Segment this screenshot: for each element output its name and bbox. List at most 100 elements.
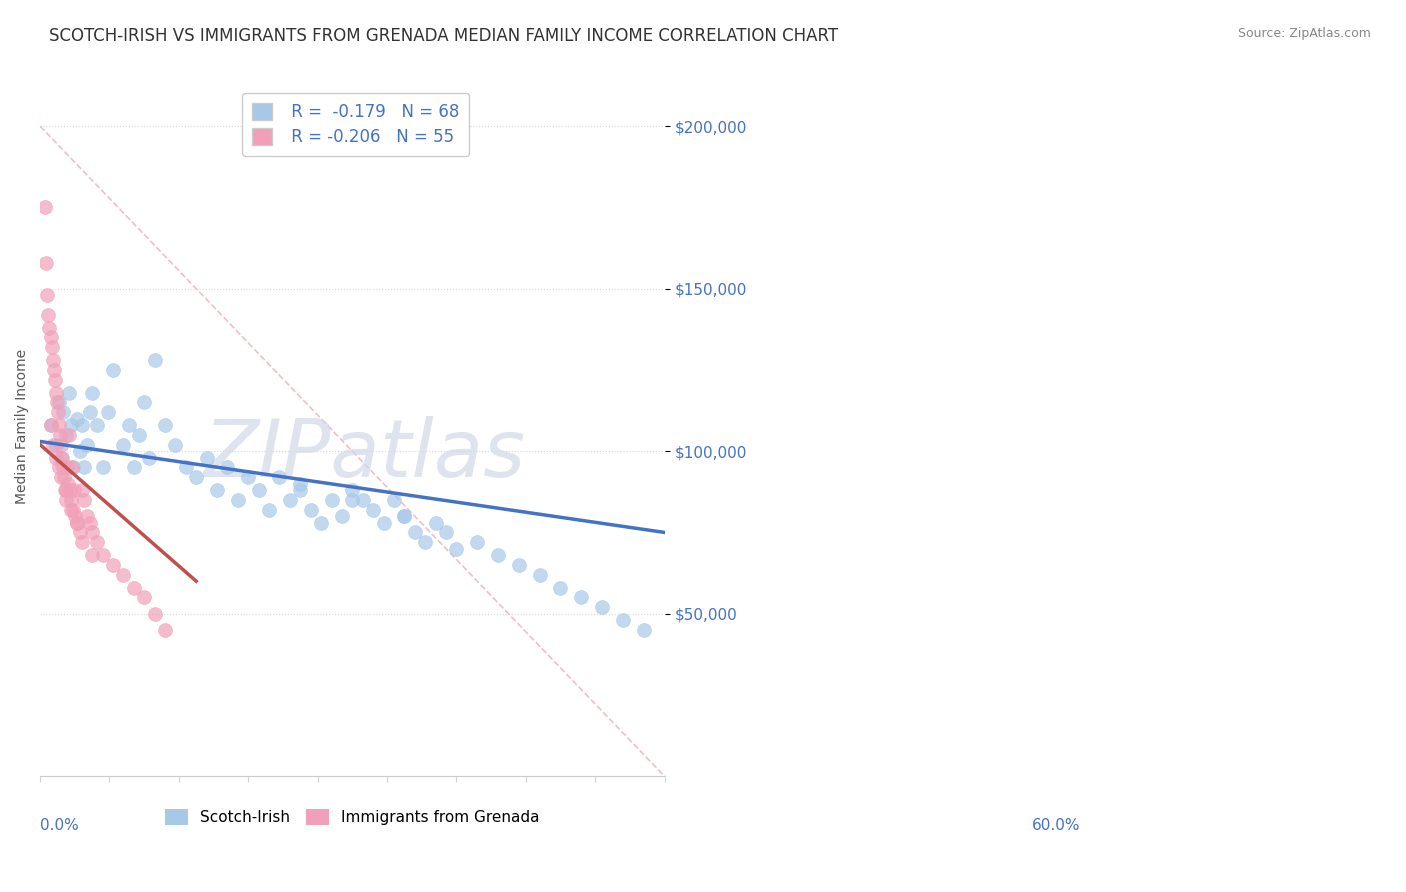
Point xyxy=(143,353,166,368)
Point xyxy=(39,330,62,344)
Point xyxy=(58,476,80,491)
Point xyxy=(58,428,80,442)
Point xyxy=(122,581,145,595)
Point xyxy=(86,418,108,433)
Text: ZIPatlas: ZIPatlas xyxy=(204,416,526,494)
Point xyxy=(51,450,73,465)
Point xyxy=(569,591,592,605)
Point xyxy=(48,418,70,433)
Legend: Scotch-Irish, Immigrants from Grenada: Scotch-Irish, Immigrants from Grenada xyxy=(159,803,546,831)
Point xyxy=(69,444,91,458)
Point xyxy=(70,418,93,433)
Point xyxy=(101,363,124,377)
Point xyxy=(65,411,87,425)
Point xyxy=(63,483,86,498)
Point xyxy=(48,395,70,409)
Point xyxy=(62,502,84,516)
Point xyxy=(112,567,135,582)
Point xyxy=(79,405,101,419)
Point xyxy=(76,509,98,524)
Point xyxy=(446,541,468,556)
Point xyxy=(46,405,69,419)
Point xyxy=(82,525,104,540)
Point xyxy=(60,492,83,507)
Text: SCOTCH-IRISH VS IMMIGRANTS FROM GRENADA MEDIAN FAMILY INCOME CORRELATION CHART: SCOTCH-IRISH VS IMMIGRANTS FROM GRENADA … xyxy=(49,27,838,45)
Point xyxy=(257,502,280,516)
Point xyxy=(55,492,77,507)
Point xyxy=(73,492,96,507)
Point xyxy=(97,405,120,419)
Point xyxy=(112,438,135,452)
Point xyxy=(128,428,150,442)
Point xyxy=(153,623,176,637)
Point xyxy=(41,438,63,452)
Point xyxy=(49,428,72,442)
Point xyxy=(38,320,60,334)
Point xyxy=(55,428,77,442)
Point xyxy=(34,201,56,215)
Point xyxy=(45,385,67,400)
Point xyxy=(195,450,218,465)
Point xyxy=(45,395,67,409)
Point xyxy=(82,548,104,562)
Point xyxy=(49,438,72,452)
Point xyxy=(425,516,447,530)
Point xyxy=(62,460,84,475)
Point xyxy=(217,460,239,475)
Point xyxy=(529,567,551,582)
Point xyxy=(278,492,301,507)
Point xyxy=(60,502,83,516)
Point xyxy=(37,308,59,322)
Text: 0.0%: 0.0% xyxy=(41,818,79,833)
Point xyxy=(269,470,291,484)
Point xyxy=(65,516,87,530)
Point xyxy=(55,483,77,498)
Point xyxy=(45,438,67,452)
Point xyxy=(134,395,156,409)
Point xyxy=(342,483,364,498)
Point xyxy=(86,535,108,549)
Point xyxy=(37,288,59,302)
Point xyxy=(49,450,72,465)
Point xyxy=(70,535,93,549)
Point xyxy=(247,483,270,498)
Point xyxy=(69,525,91,540)
Point xyxy=(143,607,166,621)
Point xyxy=(486,548,509,562)
Point xyxy=(82,385,104,400)
Point xyxy=(45,450,67,465)
Point xyxy=(35,255,58,269)
Point xyxy=(404,525,426,540)
Point xyxy=(41,353,63,368)
Point xyxy=(41,340,63,354)
Point xyxy=(352,492,374,507)
Point xyxy=(394,509,416,524)
Point xyxy=(60,418,83,433)
Point xyxy=(633,623,655,637)
Point xyxy=(465,535,488,549)
Point xyxy=(56,460,79,475)
Point xyxy=(49,470,72,484)
Point xyxy=(591,600,613,615)
Point xyxy=(165,438,187,452)
Point xyxy=(508,558,530,572)
Point xyxy=(153,418,176,433)
Point xyxy=(59,483,82,498)
Point xyxy=(330,509,353,524)
Point xyxy=(76,438,98,452)
Point xyxy=(42,363,65,377)
Point xyxy=(205,483,228,498)
Point xyxy=(39,418,62,433)
Point xyxy=(58,385,80,400)
Point xyxy=(52,460,75,475)
Point xyxy=(60,460,83,475)
Point xyxy=(186,470,208,484)
Point xyxy=(382,492,405,507)
Point xyxy=(226,492,249,507)
Point xyxy=(117,418,139,433)
Y-axis label: Median Family Income: Median Family Income xyxy=(15,350,30,504)
Point xyxy=(413,535,436,549)
Point xyxy=(134,591,156,605)
Point xyxy=(290,476,312,491)
Point xyxy=(434,525,457,540)
